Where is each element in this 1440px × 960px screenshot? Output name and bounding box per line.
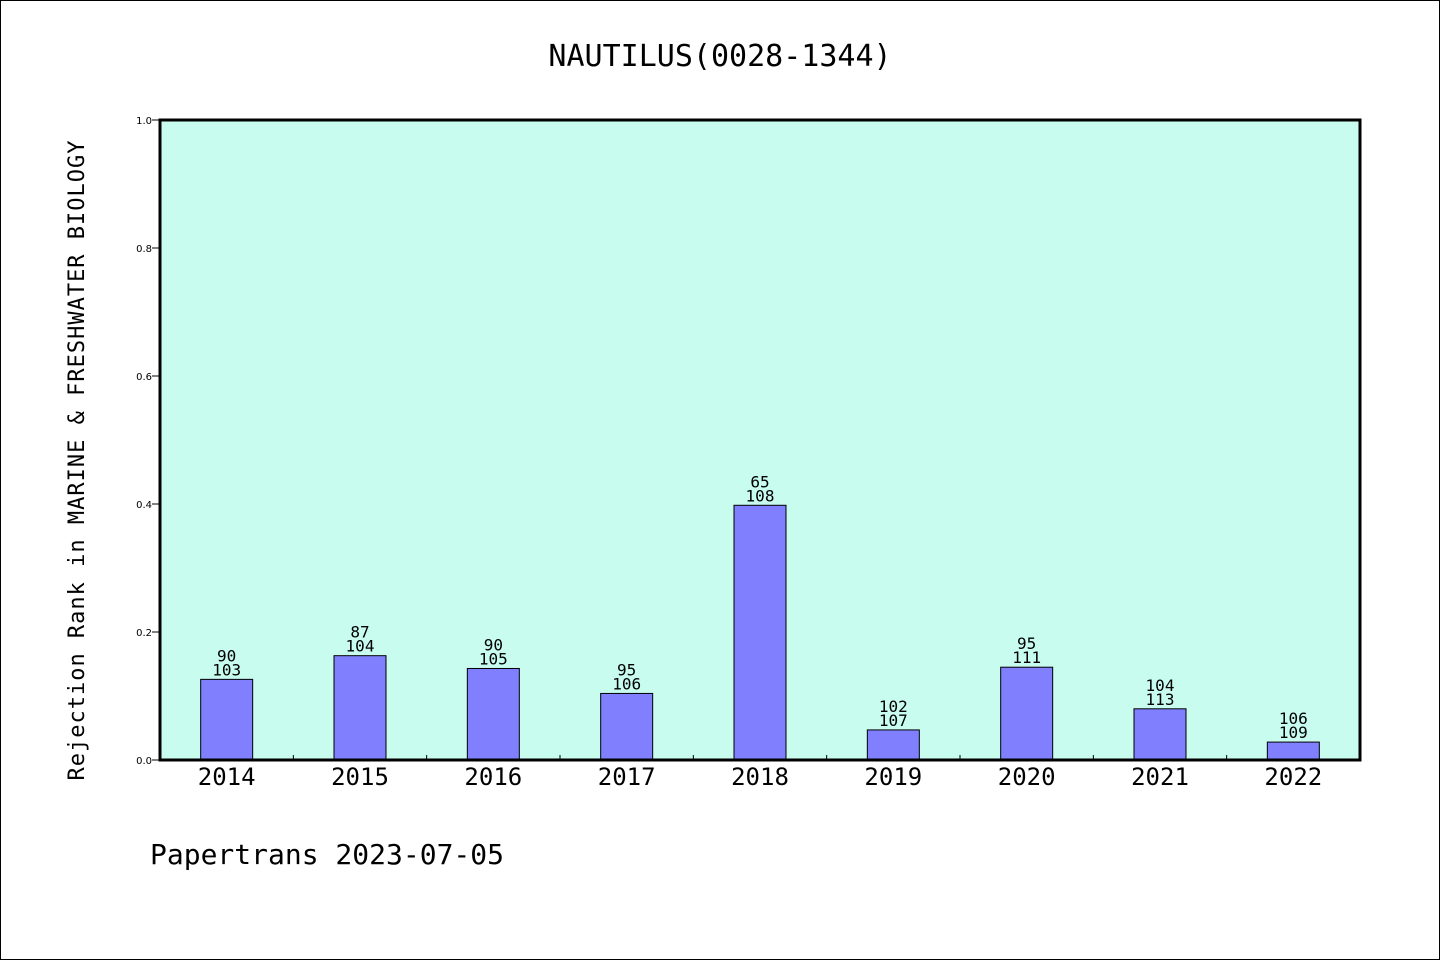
x-tick-label: 2022: [1264, 763, 1322, 791]
bar-label-top: 90: [484, 635, 503, 654]
x-tick-label: 2015: [331, 763, 389, 791]
bar: [1133, 708, 1187, 761]
y-tick-label: 0.6: [136, 372, 152, 383]
bar-label-bottom: 109: [1279, 723, 1308, 742]
x-tick-label: 2016: [464, 763, 522, 791]
bar-label-bottom: 104: [346, 637, 375, 656]
bar-label-bottom: 106: [612, 674, 641, 693]
y-tick-label: 0.8: [136, 244, 152, 255]
bar-label-bottom: 107: [879, 711, 908, 730]
bar: [333, 655, 387, 761]
bar-label-top: 90: [217, 646, 236, 665]
bar-label-bottom: 113: [1146, 690, 1175, 709]
chart-title: NAUTILUS(0028-1344): [548, 39, 891, 74]
bar-label-bottom: 103: [212, 660, 241, 679]
bar-label-top: 102: [879, 697, 908, 716]
bar-label-top: 87: [350, 623, 369, 642]
y-axis-label: Rejection Rank in MARINE & FRESHWATER BI…: [65, 139, 90, 780]
bar-label-bottom: 111: [1012, 648, 1041, 667]
x-tick-label: 2019: [864, 763, 922, 791]
x-tick-label: 2014: [198, 763, 256, 791]
y-tick-label: 0.0: [136, 756, 152, 767]
bar-label-top: 65: [750, 472, 769, 491]
bar: [733, 504, 787, 761]
bar: [1000, 666, 1054, 761]
y-tick-label: 0.2: [136, 628, 152, 639]
bar-label-bottom: 105: [479, 649, 508, 668]
footer-text: Papertrans 2023-07-05: [150, 838, 504, 871]
bar-label-top: 95: [617, 660, 636, 679]
x-tick-label: 2021: [1131, 763, 1189, 791]
bar: [200, 678, 254, 761]
y-tick-label: 0.4: [136, 500, 152, 511]
bar-label-top: 106: [1279, 709, 1308, 728]
bar-label-top: 104: [1146, 676, 1175, 695]
bar: [600, 692, 654, 761]
bar: [1266, 741, 1320, 761]
y-tick-label: 1.0: [136, 116, 152, 127]
bar-label-bottom: 108: [746, 486, 775, 505]
x-tick-label: 2020: [998, 763, 1056, 791]
axis-ticks: 0.0 0.2 0.4 0.6 0.8 1.0 2014 2015 2016 2017 2018 20…: [136, 116, 1322, 791]
plot-border: [158, 118, 1362, 762]
x-tick-label: 2018: [731, 763, 789, 791]
bar: [466, 667, 520, 761]
x-tick-label: 2017: [598, 763, 656, 791]
bar: [866, 729, 920, 761]
bars: 1039010487105901069510865107102111951131…: [200, 472, 1320, 761]
bar-label-top: 95: [1017, 634, 1036, 653]
